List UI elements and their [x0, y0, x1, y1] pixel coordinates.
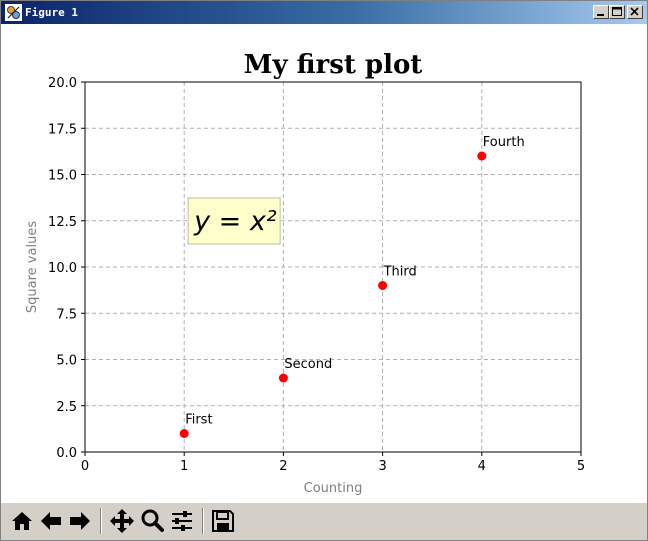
x-tick-label: 2	[279, 459, 287, 474]
zoom-button[interactable]	[139, 508, 165, 534]
y-axis-label: Square values	[25, 221, 40, 313]
navigation-toolbar	[1, 503, 647, 540]
y-tick-label: 5.0	[56, 354, 77, 369]
pan-icon	[110, 509, 134, 533]
minimize-icon	[597, 14, 604, 16]
y-tick-label: 2.5	[56, 400, 77, 415]
configure-button[interactable]	[169, 508, 195, 534]
pan-button[interactable]	[109, 508, 135, 534]
x-tick-label: 3	[378, 459, 386, 474]
data-points	[179, 151, 487, 438]
app-icon	[5, 4, 22, 21]
y-tick-label: 10.0	[48, 261, 77, 276]
point-label: Second	[284, 357, 332, 372]
point-label: Fourth	[483, 135, 525, 150]
save-button[interactable]	[210, 508, 236, 534]
maximize-button[interactable]	[609, 5, 625, 19]
save-icon	[212, 510, 234, 532]
window-title: Figure 1	[25, 6, 78, 19]
point-labels: First Second Third Fourth	[185, 135, 524, 428]
y-tick-label: 17.5	[48, 122, 77, 137]
axis-ticks: 0 1 2 3 4 5 0.0 2.5 5.0 7.5 10.0 12.5 15.0 17.5 20.0	[48, 76, 585, 474]
back-icon	[41, 512, 61, 530]
x-tick-label: 0	[81, 459, 89, 474]
x-tick-label: 4	[478, 459, 486, 474]
annotation-box	[187, 197, 281, 245]
chart-title: My first plot	[244, 50, 423, 80]
data-point	[278, 373, 288, 383]
y-tick-label: 7.5	[56, 307, 77, 322]
y-tick-label: 12.5	[48, 215, 77, 230]
grid-lines	[85, 82, 581, 452]
x-tick-label: 1	[180, 459, 188, 474]
plot-canvas[interactable]: My first plot First Second Third Fourth y =…	[1, 24, 647, 503]
home-icon	[12, 512, 32, 530]
toolbar-separator	[100, 508, 102, 534]
point-label: First	[185, 413, 212, 428]
data-point	[477, 151, 487, 161]
close-icon	[630, 7, 639, 16]
minimize-button[interactable]	[593, 5, 609, 19]
data-point	[179, 429, 189, 438]
forward-icon	[70, 512, 90, 530]
back-button[interactable]	[38, 508, 64, 534]
toolbar-separator	[202, 508, 204, 534]
home-button[interactable]	[9, 508, 35, 534]
y-tick-label: 20.0	[48, 76, 77, 91]
maximize-icon	[612, 7, 622, 16]
configure-icon	[172, 511, 192, 531]
formula-annotation: y = x²	[187, 197, 281, 245]
zoom-icon	[141, 509, 164, 532]
annotation-text: y = x²	[193, 206, 277, 237]
data-point	[378, 281, 388, 290]
x-tick-label: 5	[577, 459, 585, 474]
x-axis-label: Counting	[304, 481, 363, 496]
scatter-chart: My first plot First Second Third Fourth y =…	[25, 50, 585, 496]
title-bar[interactable]: Figure 1	[1, 1, 647, 24]
forward-button[interactable]	[67, 508, 93, 534]
y-tick-label: 0.0	[56, 446, 77, 461]
y-tick-label: 15.0	[48, 169, 77, 184]
close-button[interactable]	[627, 5, 643, 19]
point-label: Third	[383, 265, 417, 280]
